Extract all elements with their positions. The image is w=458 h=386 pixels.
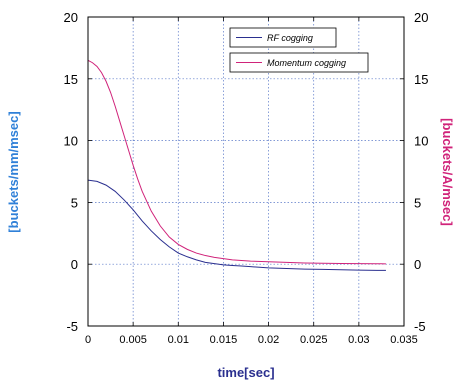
y-right-tick-label: 5 [414, 195, 421, 210]
plot-frame [87, 16, 405, 327]
series-layer [87, 59, 386, 271]
x-tick-label: 0.015 [210, 334, 238, 346]
x-tick-label: 0.02 [258, 334, 279, 346]
y-left-tick-label: 20 [64, 10, 78, 25]
y-left-tick-label: 15 [64, 72, 78, 87]
legend-label-momentum: Momentum cogging [267, 58, 346, 68]
legend: RF cogging Momentum cogging [229, 27, 369, 73]
x-tick-label: 0.025 [300, 334, 328, 346]
series-line-momentum-cogging [87, 59, 386, 265]
series-line-rf-cogging [87, 179, 386, 271]
y-right-tick-label: 10 [414, 134, 428, 149]
legend-box [229, 52, 369, 73]
x-tick-label: 0.03 [348, 334, 369, 346]
x-tick-label: 0.035 [390, 334, 418, 346]
x-tick-label: 0.01 [168, 334, 189, 346]
x-tick-label: 0 [85, 334, 91, 346]
y-right-tick-label: 20 [414, 10, 428, 25]
grid [88, 17, 404, 326]
y-right-tick-label: -5 [414, 319, 426, 334]
y-right-tick-label: 15 [414, 72, 428, 87]
right-axis-title: [buckets/A/msec] [440, 118, 455, 226]
legend-box [229, 27, 337, 48]
legend-label-rf: RF cogging [267, 33, 313, 43]
y-left-tick-label: 5 [71, 195, 78, 210]
x-axis-title: time[sec] [217, 365, 274, 380]
ticks: 0 0.005 0.01 0.015 0.02 0.025 0.03 0.035-505101… [64, 10, 429, 346]
y-left-tick-label: -5 [66, 319, 78, 334]
x-tick-label: 0.005 [119, 334, 147, 346]
left-axis-title: [buckets/mm/msec] [6, 111, 21, 232]
y-left-tick-label: 10 [64, 134, 78, 149]
y-left-tick-label: 0 [71, 257, 78, 272]
y-right-tick-label: 0 [414, 257, 421, 272]
